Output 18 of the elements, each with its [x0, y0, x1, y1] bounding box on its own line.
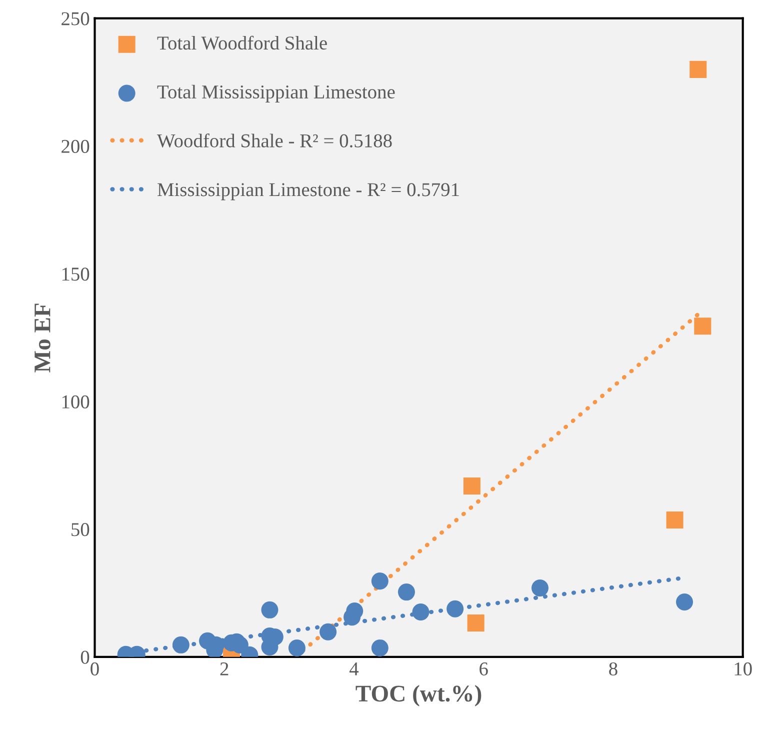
y-tick-label: 250 [62, 12, 90, 26]
y-tick-label: 100 [62, 395, 90, 408]
legend-label: Total Woodford Shale [157, 36, 327, 50]
y-tick-label: 50 [72, 523, 90, 536]
y-axis-title: Mo EF [34, 304, 50, 372]
y-tick-label: 200 [62, 140, 90, 154]
legend-label: Mississippian Limestone - R² = 0.5791 [158, 183, 459, 200]
legend-label: Total Mississippian Limestone [157, 84, 395, 102]
x-tick-label: 0 [90, 662, 99, 676]
x-tick-label: 2 [220, 662, 228, 676]
x-tick-label: 4 [350, 662, 359, 676]
x-tick-label: 8 [609, 662, 618, 676]
y-tick-label: 0 [80, 650, 90, 664]
y-tick-label: 150 [62, 268, 90, 281]
x-tick-label: 10 [734, 662, 752, 676]
x-tick-label: 6 [480, 662, 488, 676]
x-axis-title: TOC (wt.%) [356, 684, 482, 706]
legend-label: Woodford Shale - R² = 0.5188 [156, 134, 392, 148]
